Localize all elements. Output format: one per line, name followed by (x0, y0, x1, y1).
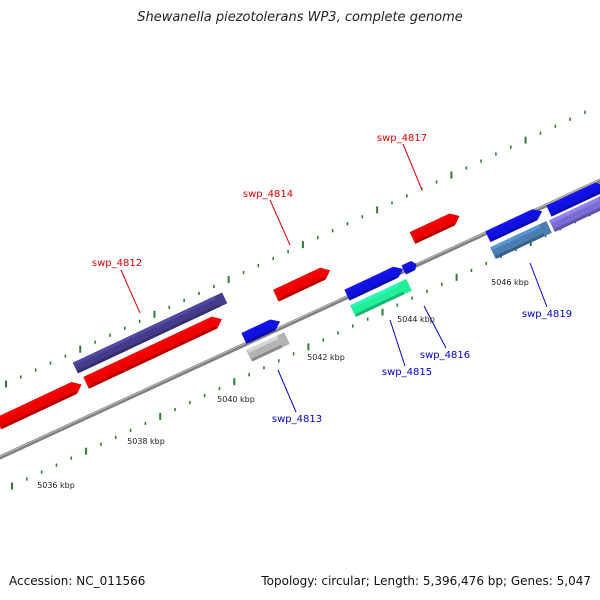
gene-blue-far (546, 182, 600, 217)
gene-blue-far-shadow (551, 191, 600, 217)
gene-purple-highlight (73, 295, 217, 366)
gene-label-swp_4815: swp_4815 (382, 367, 432, 378)
gene-blue-right-body (485, 209, 543, 243)
scale-label-5038: 5038 kbp (127, 437, 165, 446)
gene-label-swp_4812: swp_4812 (92, 258, 142, 269)
scale-label-5044: 5044 kbp (397, 315, 435, 324)
gene-swp_4814-shadow (278, 276, 326, 302)
gene-swp_4813-a-shadow (246, 327, 276, 344)
gene-purple-shadow (77, 304, 220, 374)
gene-blue-far-body (546, 182, 600, 217)
gene-label-swp_4819: swp_4819 (522, 309, 572, 320)
gene-lavender-body (549, 193, 600, 233)
gene-labels: swp_4812 swp_4813 swp_4814 swp_4815 swp_4816… (92, 133, 572, 425)
scale-label-5036: 5036 kbp (37, 481, 75, 490)
gene-purple-body (72, 292, 228, 374)
gene-swp_4813-body (246, 332, 290, 362)
leader-swp_4819 (529, 262, 548, 308)
gene-swp_4817-shadow (414, 222, 456, 244)
leader-swp_4814 (269, 199, 291, 246)
gene-blue-mid-body (344, 266, 404, 301)
gene-swp_4812-body (83, 316, 222, 389)
map-title: Shewanella piezotolerans WP3, complete g… (137, 10, 463, 25)
gene-red-1-highlight (0, 381, 74, 421)
scale-label-5040: 5040 kbp (217, 395, 255, 404)
scale-label-5046: 5046 kbp (491, 278, 529, 287)
gene-blue-mid-shadow (349, 275, 399, 301)
gene-swp_4813-a-body (241, 319, 281, 344)
gene-swp_4815-shadow (355, 291, 405, 317)
gene-swp_4817-highlight (410, 213, 452, 236)
upper-tick-row (5, 110, 586, 388)
gene-swp_4813-a (241, 319, 281, 344)
gene-red-1-shadow (0, 391, 78, 430)
gene-swp_4816-shadow (405, 268, 416, 275)
label-leaders (120, 143, 548, 413)
gene-swp_4814 (273, 267, 331, 302)
gene-swp_4816-highlight (402, 260, 413, 268)
gene-label-swp_4817: swp_4817 (377, 133, 427, 144)
gene-blue-far-highlight (547, 182, 597, 209)
gene-swp_4815 (350, 278, 412, 318)
gene-swp_4817-body (409, 213, 460, 244)
gene-swp_4819-shadow (495, 233, 545, 259)
gene-swp_4812-shadow (88, 325, 218, 389)
gene-blue-mid-highlight (345, 266, 395, 293)
gene-blue-right-highlight (486, 209, 534, 234)
gene-lavender-shadow (554, 206, 600, 232)
gene-blue-right-shadow (490, 217, 538, 242)
gene-red-1-body (0, 381, 82, 430)
gene-swp_4813-a-highlight (242, 319, 272, 336)
gene-swp_4819 (490, 220, 552, 260)
gene-lavender (549, 193, 600, 233)
gene-features (0, 182, 600, 430)
gene-swp_4814-body (273, 267, 331, 302)
gene-swp_4812-highlight (84, 316, 214, 380)
leader-swp_4815 (389, 319, 406, 367)
gene-blue-right (485, 209, 543, 243)
gene-purple (72, 292, 228, 374)
genome-summary-text: Topology: circular; Length: 5,396,476 bp… (261, 574, 591, 588)
gene-swp_4813 (246, 332, 290, 362)
leader-swp_4813 (277, 369, 297, 413)
gene-blue-mid (344, 266, 404, 301)
scale-label-5042: 5042 kbp (307, 353, 345, 362)
gene-swp_4814-highlight (273, 267, 322, 293)
gene-lavender-highlight (550, 197, 600, 224)
gene-red-1 (0, 381, 82, 430)
gene-label-swp_4813: swp_4813 (272, 414, 322, 425)
gene-swp_4817 (409, 213, 460, 244)
gene-swp_4813-shadow (251, 344, 283, 362)
gene-swp_4812 (83, 316, 222, 389)
gene-swp_4819-highlight (491, 224, 541, 251)
gene-label-swp_4814: swp_4814 (243, 189, 293, 200)
gene-swp_4819-body (490, 220, 552, 260)
gene-swp_4816 (401, 260, 417, 275)
gene-swp_4813-highlight (247, 335, 279, 353)
accession-text: Accession: NC_011566 (9, 574, 146, 588)
gene-swp_4815-highlight (351, 282, 401, 309)
scale-labels: 5036 kbp 5038 kbp 5040 kbp 5042 kbp 5044 kbp… (37, 278, 529, 490)
leader-swp_4812 (120, 269, 141, 314)
leader-swp_4816 (423, 305, 447, 349)
gene-label-swp_4816: swp_4816 (420, 350, 470, 361)
leader-swp_4817 (402, 143, 423, 191)
gene-swp_4815-body (350, 278, 412, 318)
